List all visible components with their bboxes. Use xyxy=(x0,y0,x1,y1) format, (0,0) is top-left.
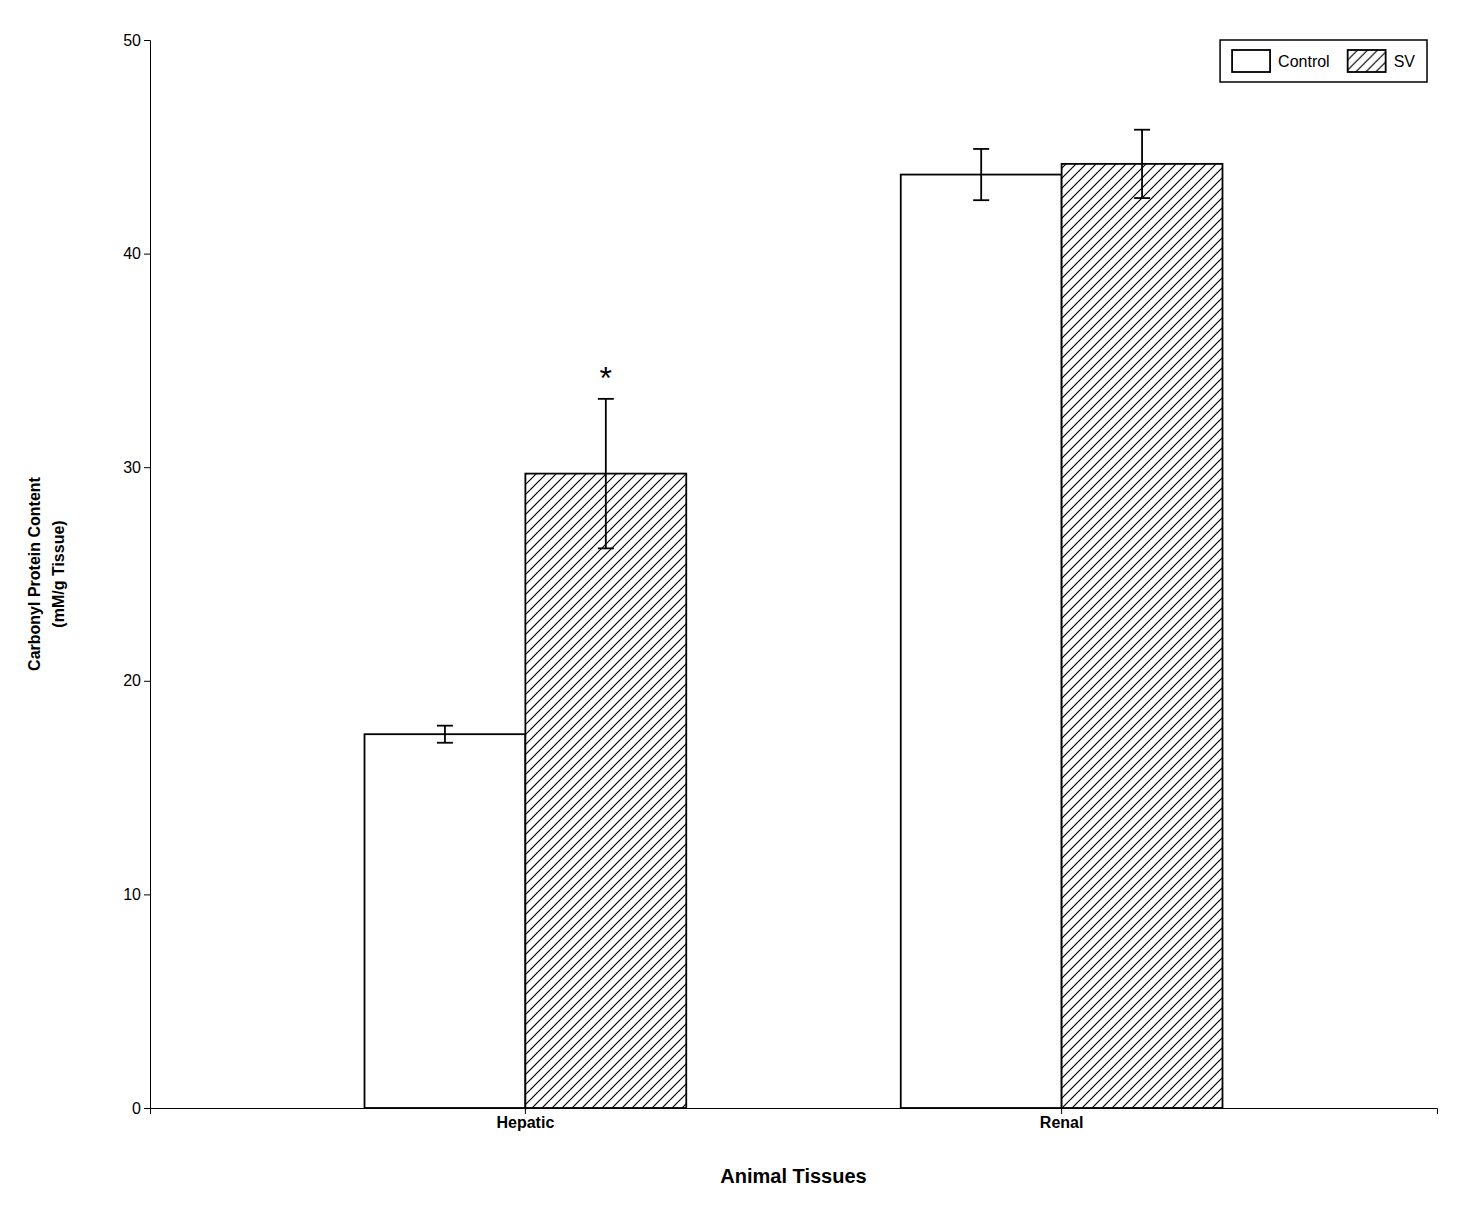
error-bar xyxy=(973,149,989,200)
y-tick: 0 xyxy=(132,1100,150,1117)
error-bar-cap xyxy=(973,199,989,201)
y-axis: 0 10 20 30 40 50 xyxy=(123,32,150,1117)
legend-swatch xyxy=(1348,50,1386,72)
bar xyxy=(901,175,1062,1108)
error-bar-cap xyxy=(1134,197,1150,199)
error-bar-cap xyxy=(437,742,453,744)
error-bar xyxy=(598,399,614,549)
legend-item: SV xyxy=(1348,50,1416,72)
y-axis-line xyxy=(144,41,151,1109)
y-axis-title: Carbonyl Protein Content xyxy=(26,476,43,670)
y-tick-label: 40 xyxy=(123,245,141,262)
error-bar xyxy=(1134,130,1150,198)
legend-swatch xyxy=(1232,50,1270,72)
error-bar-stem xyxy=(980,149,982,200)
error-bar-stem xyxy=(1141,130,1143,198)
y-tick-label: 20 xyxy=(123,672,141,689)
x-tick-mark xyxy=(525,1108,526,1114)
y-tick-label: 30 xyxy=(123,459,141,476)
x-axis: Hepatic Renal xyxy=(151,1108,1438,1131)
bar xyxy=(1062,164,1223,1108)
series xyxy=(365,149,1062,1108)
x-axis-title: Animal Tissues xyxy=(720,1165,866,1187)
y-tick-mark xyxy=(144,467,150,468)
y-axis-title: (mM/g Tissue) xyxy=(50,520,67,627)
legend-label: Control xyxy=(1278,53,1330,70)
error-bar-cap xyxy=(973,148,989,150)
marks xyxy=(365,130,1223,1108)
chart: 0 10 20 30 40 50 Hepatic Renal * Animal Tissues Ca… xyxy=(0,0,1477,1228)
y-tick: 40 xyxy=(123,245,150,262)
y-tick: 30 xyxy=(123,459,150,476)
error-bar-cap xyxy=(437,725,453,727)
y-tick-label: 50 xyxy=(123,32,141,49)
legend-label: SV xyxy=(1394,53,1416,70)
y-tick: 50 xyxy=(123,32,150,49)
y-tick: 10 xyxy=(123,886,150,903)
error-bar-stem xyxy=(605,399,607,549)
x-tick: Renal xyxy=(1040,1108,1084,1131)
error-bar-stem xyxy=(444,726,446,743)
bar xyxy=(525,474,686,1108)
y-tick-label: 10 xyxy=(123,886,141,903)
y-tick-mark xyxy=(144,681,150,682)
y-tick-mark xyxy=(144,254,150,255)
plot: 0 10 20 30 40 50 Hepatic Renal * Animal Tissues Ca… xyxy=(26,32,1438,1187)
series xyxy=(525,130,1222,1108)
error-bar-cap xyxy=(1134,129,1150,131)
y-tick-mark xyxy=(144,40,150,41)
legend: Control SV xyxy=(1220,40,1427,82)
x-tick: Hepatic xyxy=(496,1108,554,1131)
x-tick-label: Hepatic xyxy=(496,1114,554,1131)
legend-item: Control xyxy=(1232,50,1330,72)
y-tick-mark xyxy=(144,894,150,895)
error-bar-cap xyxy=(598,398,614,400)
x-tick-mark xyxy=(1061,1108,1062,1114)
bar xyxy=(365,734,526,1108)
x-axis-line xyxy=(151,1109,1438,1115)
y-tick: 20 xyxy=(123,672,150,689)
error-bar xyxy=(437,726,453,743)
y-tick-mark xyxy=(144,1108,150,1109)
x-tick-label: Renal xyxy=(1040,1114,1084,1131)
y-tick-label: 0 xyxy=(132,1100,141,1117)
annotation: * xyxy=(600,360,612,396)
legend-frame xyxy=(1220,40,1427,82)
error-bar-cap xyxy=(598,547,614,549)
